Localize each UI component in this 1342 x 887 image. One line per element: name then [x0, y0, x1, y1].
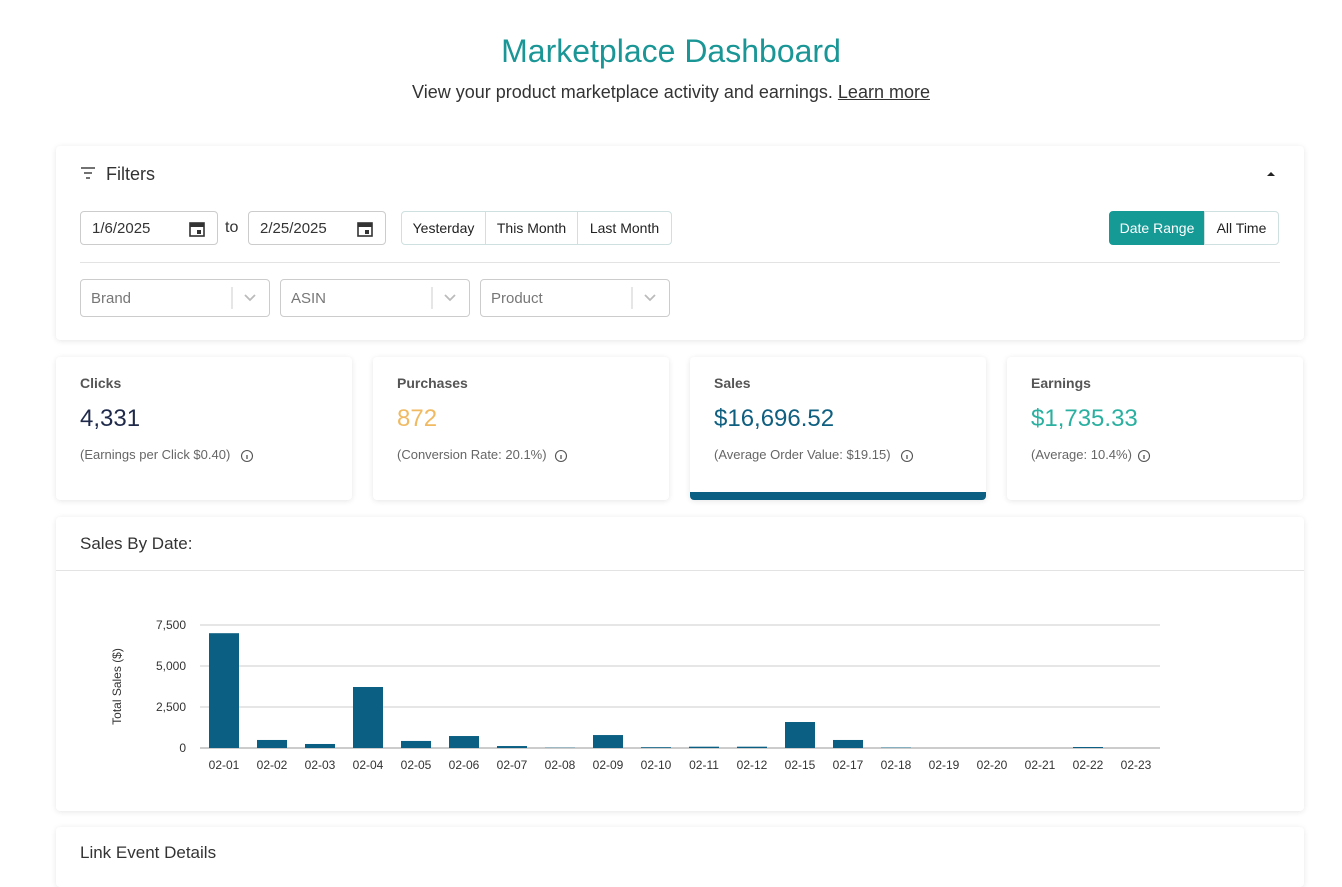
- last-month-button[interactable]: Last Month: [577, 211, 672, 245]
- bar: [353, 687, 383, 748]
- x-tick-label: 02-11: [689, 758, 719, 772]
- section-title: Link Event Details: [80, 843, 216, 863]
- selected-indicator: [690, 492, 986, 500]
- bar: [641, 747, 671, 748]
- stat-note: (Earnings per Click $0.40): [80, 447, 230, 462]
- yesterday-button[interactable]: Yesterday: [401, 211, 486, 245]
- chart: 0 2,500 5,000 7,500 Total Sales ($) 02-01 02-0…: [56, 571, 1304, 811]
- stat-note: (Average Order Value: $19.15): [714, 447, 891, 462]
- calendar-icon: [357, 221, 373, 237]
- x-tick-label: 02-02: [257, 758, 288, 772]
- x-tick-label: 02-01: [209, 758, 240, 772]
- x-tick-label: 02-21: [1025, 758, 1056, 772]
- divider: [80, 262, 1280, 263]
- x-tick-label: 02-10: [641, 758, 672, 772]
- x-tick-label: 02-18: [881, 758, 912, 772]
- bar: [401, 741, 431, 748]
- x-tick-label: 02-23: [1121, 758, 1152, 772]
- stat-label: Purchases: [397, 375, 468, 391]
- all-time-button[interactable]: All Time: [1204, 211, 1279, 245]
- x-tick-label: 02-04: [353, 758, 384, 772]
- x-tick-label: 02-17: [833, 758, 864, 772]
- start-date-text: 1/6/2025: [92, 220, 150, 237]
- bar: [833, 740, 863, 748]
- bar: [593, 735, 623, 748]
- select-text: ASIN: [291, 290, 326, 307]
- stat-value: $1,735.33: [1031, 405, 1138, 433]
- clicks-card: Clicks 4,331 (Earnings per Click $0.40): [56, 357, 352, 500]
- stat-note: (Conversion Rate: 20.1%): [397, 447, 547, 462]
- bar: [1073, 747, 1103, 748]
- page: Marketplace Dashboard View your product …: [0, 0, 1342, 848]
- filters-title[interactable]: Filters: [106, 164, 155, 185]
- learn-more-link[interactable]: Learn more: [838, 82, 930, 102]
- x-tick-label: 02-20: [977, 758, 1008, 772]
- y-tick-label: 5,000: [156, 659, 186, 673]
- stat-value: 4,331: [80, 405, 140, 433]
- to-label: to: [225, 219, 238, 237]
- stat-note: (Average: 10.4%): [1031, 447, 1132, 462]
- collapse-icon[interactable]: [1266, 171, 1276, 177]
- stat-label: Sales: [714, 375, 751, 391]
- bar: [689, 747, 719, 748]
- brand-select[interactable]: Brand: [80, 279, 270, 317]
- calendar-icon: [189, 221, 205, 237]
- end-date-text: 2/25/2025: [260, 220, 327, 237]
- bar: [737, 747, 767, 748]
- y-tick-label: 2,500: [156, 700, 186, 714]
- asin-select[interactable]: ASIN: [280, 279, 470, 317]
- x-tick-label: 02-03: [305, 758, 336, 772]
- bar: [209, 633, 239, 748]
- details-card: Link Event Details: [56, 827, 1304, 887]
- chart-title: Sales By Date:: [80, 534, 192, 554]
- stat-value: $16,696.52: [714, 405, 834, 433]
- x-tick-label: 02-06: [449, 758, 480, 772]
- x-tick-label: 02-05: [401, 758, 432, 772]
- x-tick-label: 02-07: [497, 758, 528, 772]
- x-tick-label: 02-15: [785, 758, 816, 772]
- subtitle: View your product marketplace activity a…: [412, 82, 833, 102]
- bar: [305, 744, 335, 748]
- y-tick-label: 0: [179, 741, 186, 755]
- x-tick-label: 02-22: [1073, 758, 1104, 772]
- sales-card[interactable]: Sales $16,696.52 (Average Order Value: $…: [690, 357, 986, 500]
- y-axis-label: Total Sales ($): [110, 648, 124, 725]
- bar: [449, 736, 479, 748]
- stat-label: Clicks: [80, 375, 121, 391]
- x-tick-label: 02-09: [593, 758, 624, 772]
- purchases-card: Purchases 872 (Conversion Rate: 20.1%): [373, 357, 669, 500]
- page-title: Marketplace Dashboard: [0, 33, 1342, 70]
- filter-icon: [80, 166, 96, 180]
- bar: [497, 746, 527, 748]
- x-tick-label: 02-19: [929, 758, 960, 772]
- stat-value: 872: [397, 405, 437, 433]
- bar: [785, 722, 815, 748]
- y-tick-label: 7,500: [156, 618, 186, 632]
- product-select[interactable]: Product: [480, 279, 670, 317]
- x-tick-label: 02-12: [737, 758, 768, 772]
- bar: [257, 740, 287, 748]
- select-text: Brand: [91, 290, 131, 307]
- x-tick-label: 02-08: [545, 758, 576, 772]
- chart-card: Sales By Date: 0 2,500 5,000 7,500 Total Sal…: [56, 517, 1304, 811]
- select-text: Product: [491, 290, 543, 307]
- this-month-button[interactable]: This Month: [485, 211, 578, 245]
- stat-label: Earnings: [1031, 375, 1091, 391]
- subtitle-row: View your product marketplace activity a…: [0, 82, 1342, 103]
- date-range-button[interactable]: Date Range: [1109, 211, 1205, 245]
- earnings-card: Earnings $1,735.33 (Average: 10.4%): [1007, 357, 1303, 500]
